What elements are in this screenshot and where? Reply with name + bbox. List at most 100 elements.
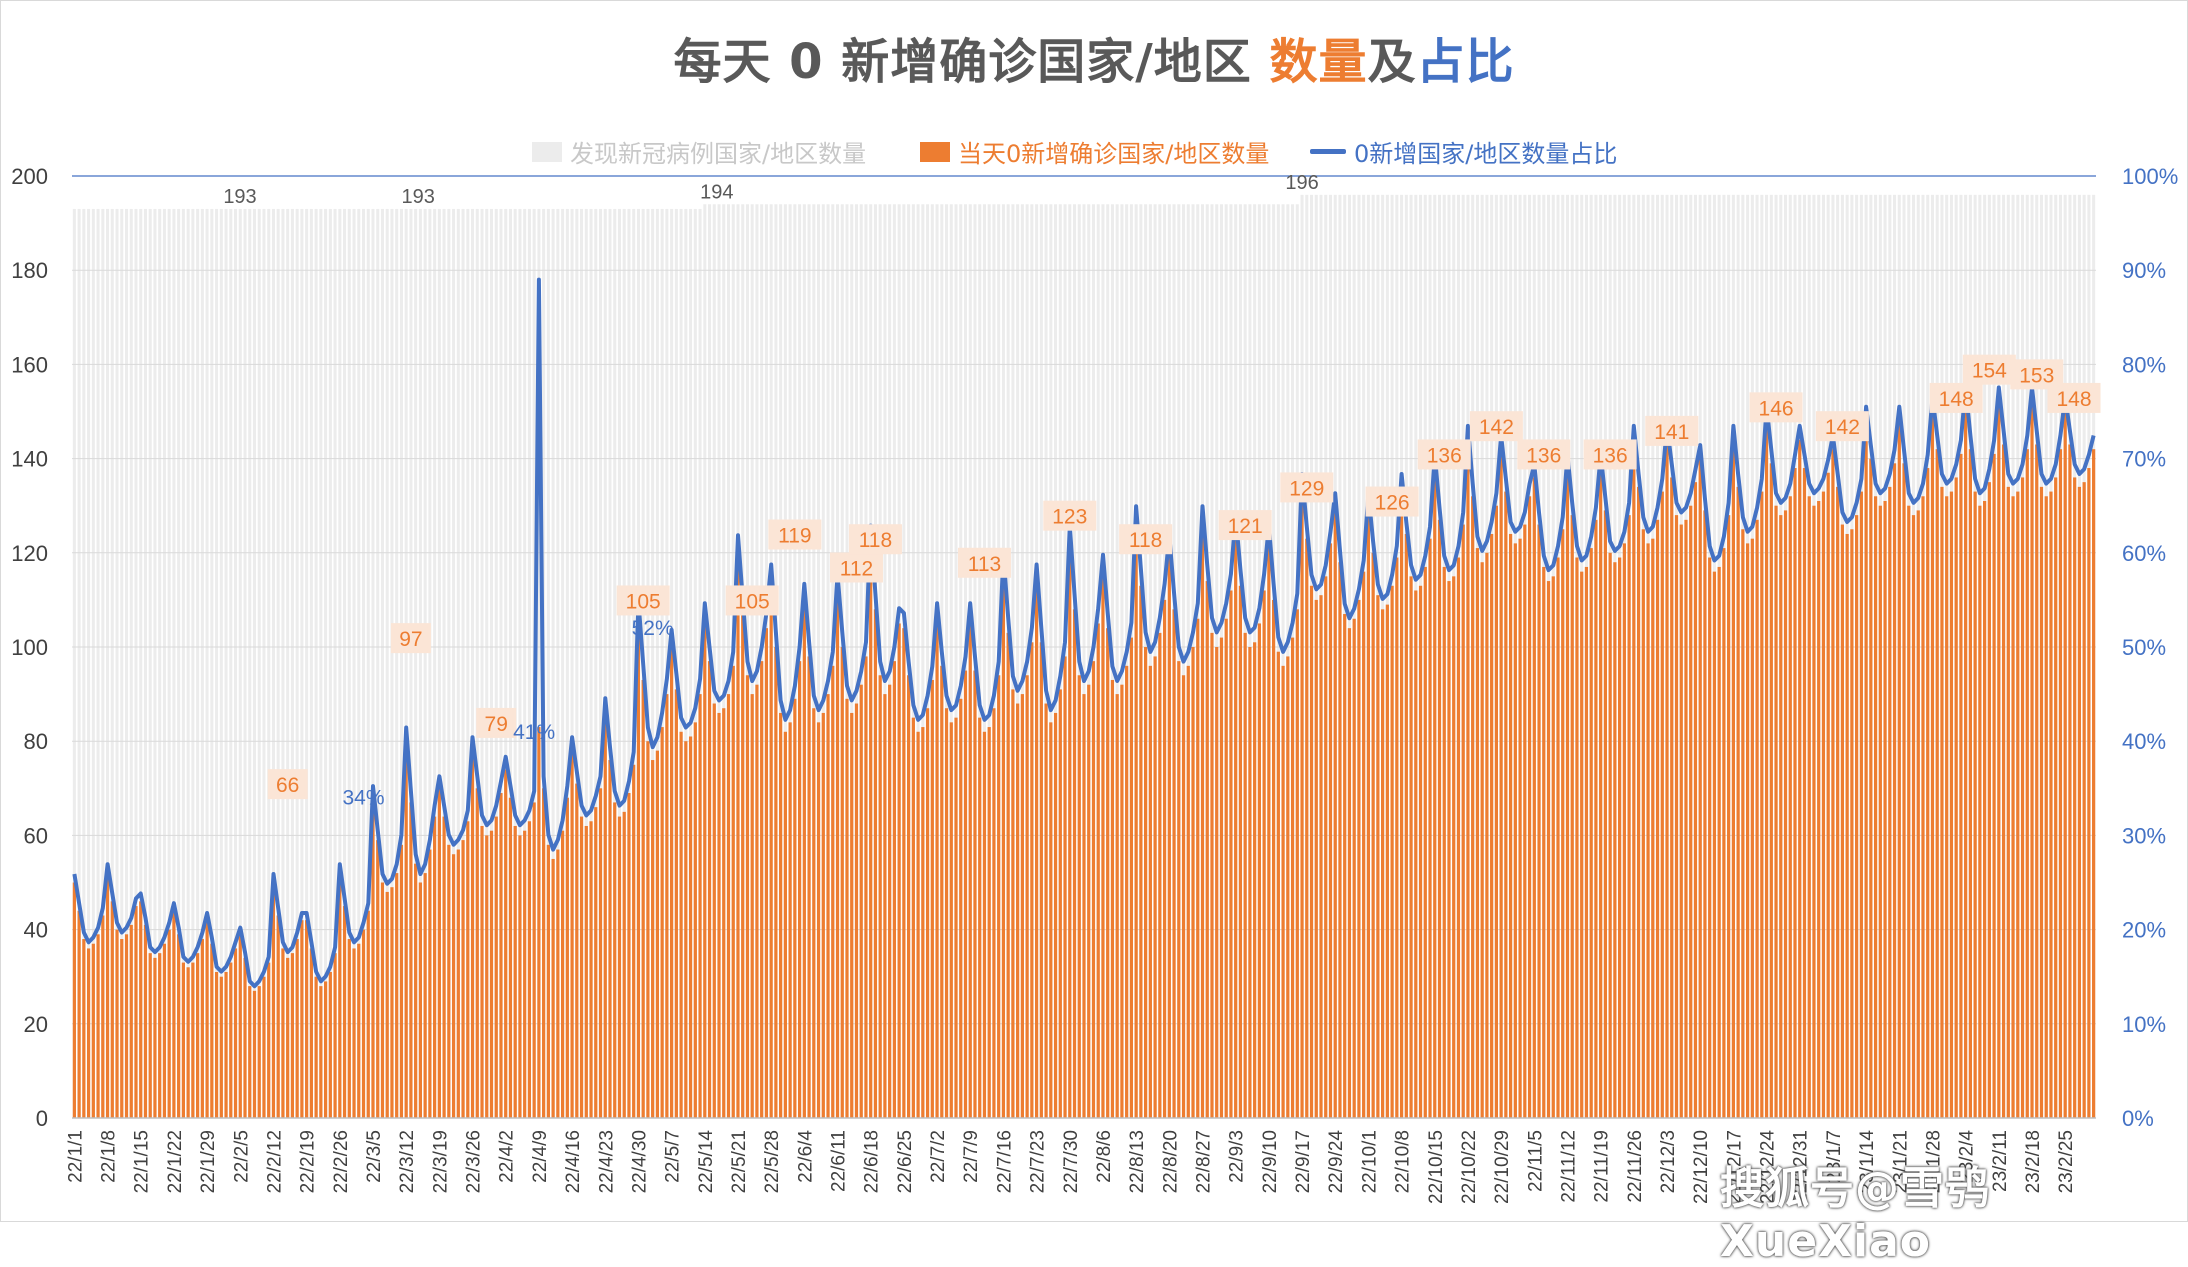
zero-bar [385, 891, 389, 1118]
zero-bar [2087, 468, 2091, 1118]
total-bar [655, 208, 659, 1119]
total-bar [177, 208, 181, 1119]
zero-data-label: 136 [1593, 444, 1628, 467]
total-bar [992, 204, 996, 1118]
zero-bar [1409, 576, 1413, 1118]
zero-data-label-bg [2047, 382, 2101, 413]
zero-bar [124, 934, 129, 1118]
zero-bar [1627, 515, 1631, 1118]
zero-bar [1343, 614, 1347, 1118]
zero-bar [1395, 557, 1399, 1118]
total-bar [143, 208, 147, 1119]
zero-bar [1286, 656, 1290, 1118]
zero-data-label: 142 [1479, 416, 1514, 439]
x-tick-label: 23/2/4 [1957, 1130, 1978, 1183]
zero-bar [902, 628, 906, 1118]
zero-bar [96, 934, 100, 1118]
total-bar [504, 208, 508, 1119]
zero-data-label-bg [1583, 439, 1637, 470]
zero-data-label: 66 [276, 774, 299, 797]
zero-bar [897, 623, 901, 1118]
x-tick-label: 23/2/25 [2056, 1130, 2077, 1193]
zero-bar [1485, 552, 1489, 1118]
zero-bar [1670, 477, 1674, 1118]
ratio-data-label: 52% [632, 617, 674, 640]
zero-bar [1333, 505, 1337, 1118]
zero-bar [1518, 538, 1522, 1118]
zero-bar [655, 750, 660, 1118]
zero-bar [1907, 505, 1911, 1118]
x-tick-label: 22/2/19 [298, 1130, 319, 1193]
x-tick-label: 22/6/4 [795, 1130, 816, 1183]
x-tick-label: 22/6/11 [829, 1130, 850, 1192]
zero-bar [1423, 566, 1427, 1118]
zero-bar [1172, 609, 1176, 1118]
ratio-line [72, 277, 2096, 989]
y-left-tick-label: 120 [11, 541, 48, 566]
zero-bar [1523, 524, 1527, 1118]
zero-bar [1115, 694, 1119, 1118]
zero-bar [560, 830, 565, 1118]
total-bar [390, 208, 394, 1119]
zero-bar [854, 703, 859, 1118]
zero-bar [1537, 524, 1541, 1118]
zero-data-label-bg [957, 547, 1011, 578]
zero-bar [1750, 538, 1754, 1118]
zero-bar [1987, 482, 1991, 1118]
zero-bar [1466, 439, 1470, 1118]
zero-bar [248, 986, 252, 1118]
total-bar [452, 208, 456, 1119]
total-bar [338, 208, 342, 1119]
zero-bar [319, 986, 323, 1118]
zero-bar [722, 708, 726, 1118]
total-bar [352, 208, 356, 1119]
total-bar [82, 208, 86, 1119]
zero-bar [1807, 496, 1811, 1118]
zero-bar [271, 882, 276, 1118]
zero-bar [1546, 581, 1551, 1118]
zero-data-label-bg [1815, 411, 1869, 442]
zero-bar [788, 722, 792, 1118]
zero-data-label-bg [1749, 392, 1803, 423]
zero-bar [1551, 576, 1555, 1118]
zero-bar [224, 971, 228, 1118]
zero-bar [608, 760, 612, 1118]
total-data-label: 193 [401, 186, 434, 208]
zero-bar [328, 971, 332, 1118]
total-bar [580, 208, 584, 1119]
x-tick-label: 22/10/29 [1492, 1130, 1513, 1204]
x-tick-label: 22/5/28 [762, 1130, 783, 1193]
zero-bar [949, 722, 953, 1118]
total-bar [651, 208, 655, 1119]
zero-bar [764, 628, 769, 1118]
total-bar [271, 208, 275, 1119]
zero-bar [390, 887, 394, 1118]
total-bar [949, 204, 953, 1118]
zero-bar [1324, 576, 1328, 1118]
zero-bar [1945, 496, 1949, 1118]
zero-bar [1997, 402, 2001, 1119]
zero-bar [295, 939, 299, 1118]
total-bar [238, 208, 242, 1119]
zero-bar [1475, 548, 1480, 1118]
zero-data-label: 153 [2019, 364, 2054, 387]
zero-bar [470, 750, 475, 1118]
total-bar [428, 208, 432, 1119]
zero-bar [940, 665, 944, 1118]
zero-bar [233, 948, 238, 1118]
zero-bar [1082, 694, 1086, 1118]
total-bar [252, 208, 257, 1119]
zero-bar [1144, 647, 1148, 1118]
total-bar [295, 208, 299, 1119]
zero-bar [1020, 694, 1024, 1118]
zero-bar [1011, 689, 1015, 1118]
y-right-tick-label: 30% [2122, 823, 2166, 848]
y-left-tick-label: 20 [24, 1012, 48, 1037]
zero-bar [542, 788, 546, 1118]
zero-bar [2063, 411, 2067, 1118]
zero-bar [1068, 543, 1072, 1118]
chart-plot: 0 20 40 60 80 100 120 140 160 180 200 0% 10% 20% 30% 40… [11, 164, 2178, 1204]
total-data-label: 193 [223, 186, 256, 208]
zero-bar [1001, 571, 1006, 1118]
zero-bar [888, 684, 892, 1118]
